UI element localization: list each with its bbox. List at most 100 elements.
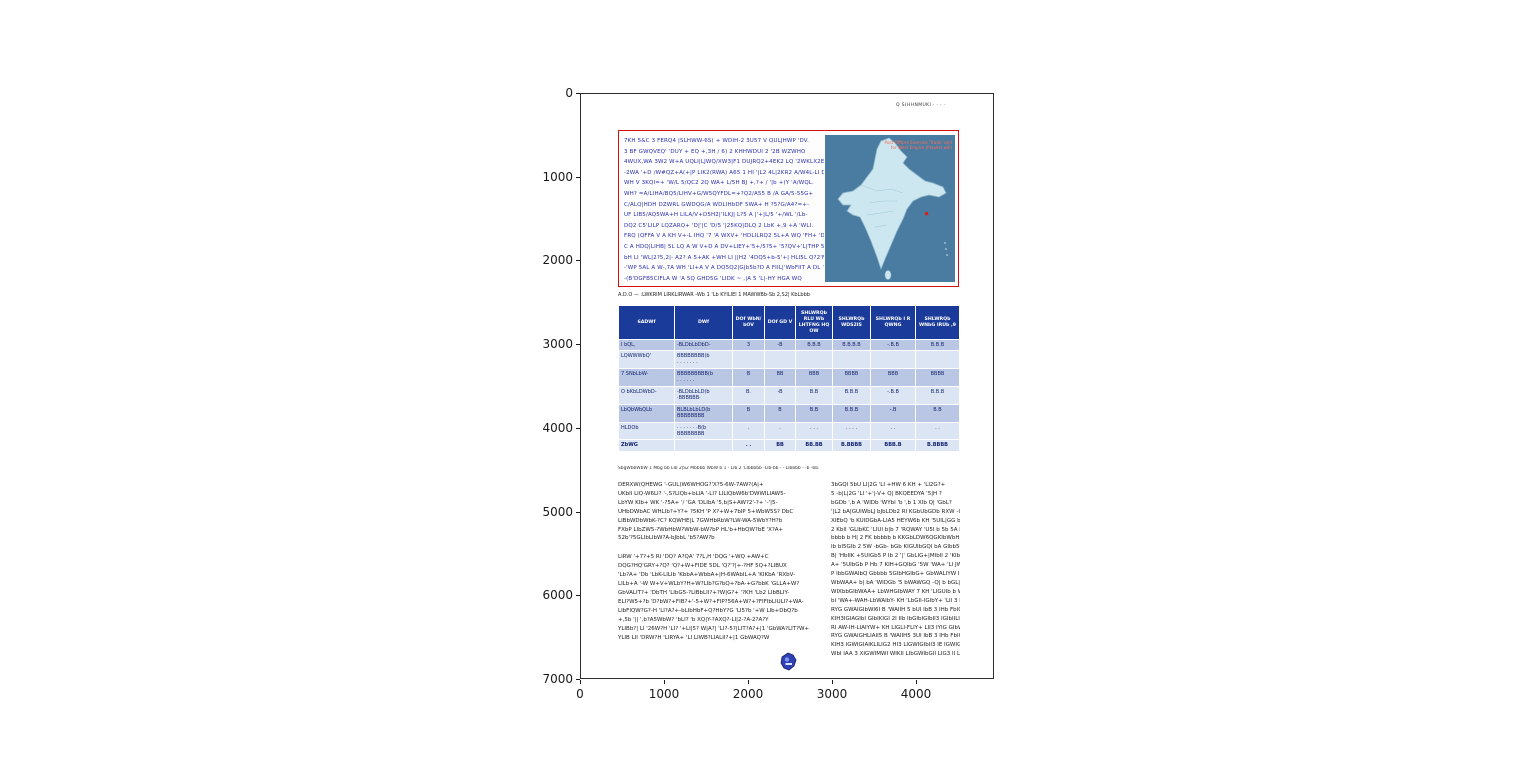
intro-line: C/ALQ|HDH DZWRL GWDQG/A WDLIHbDF 5WA+ H … (624, 201, 810, 208)
map-caption-line: for West Empire (Playlist will) (890, 145, 952, 151)
table-row: I bQL, -BLDbLbDbD- 3 -B B.B.B B.B.B.B -.B.B B.B… (618, 338, 960, 352)
table-cell-value: B.B.B (915, 338, 960, 352)
plot-area: Q S(HHNMUKI · · · · 7KH 5&C 3 FERQ4 |SLH… (580, 93, 994, 679)
x-tick-mark (832, 680, 833, 684)
body-line: 52b'?5GLIbLIbW?A-bJbbL 'b5?AW?b (618, 535, 715, 542)
y-tick-mark (576, 512, 580, 513)
y-tick-label: 0 (565, 86, 573, 100)
table-cell-value: -.B.B (870, 386, 916, 405)
table-row: O bKbLDWbD- -BLDbLbLD(b ·BBBBBB· B. -B B.B B.… (618, 386, 960, 405)
table-cell-name: HLDOb (618, 421, 675, 441)
intro-line: 3 BF GWQVEQ' 'DUY + EQ +,3H / 6) 2 KHHWD… (624, 148, 806, 155)
map-caption: Post Offices Exercise 'Trade' and for We… (884, 140, 952, 151)
body-line: LIRW '+7?+5 RI 'DQ? A?QA' 7?L,H 'DQG '+W… (618, 554, 769, 561)
y-tick-label: 4000 (542, 421, 573, 435)
intro-line: 4WUX,WA 3W2 W+A UQLI|LJWQ/XW3|F1 DUJRQ2+… (624, 159, 824, 166)
table-cell-value: B.B.B (832, 386, 871, 405)
table-cell-value: B.B.B (915, 386, 960, 405)
table-cell-value: . . (915, 421, 960, 441)
body-line: XIEbQ 'b KUIDGbA-LIA5 HEYW6b KH '5UIL|GG… (831, 517, 960, 524)
body-line: '|L2 bA|GUIWbLJ bJbLDb2 RI KGbUbGDb RXW … (831, 508, 960, 515)
body-line: Ib bI5GIb 2 5W -bGb- bGb KIGUIbGQI bA GI… (831, 544, 960, 551)
table-cell-value: BBB (870, 368, 916, 388)
table-header-cell: DOf GD V (764, 305, 796, 340)
table-cell-name: ZbWG (618, 439, 675, 452)
table-cell-value: B.B (795, 386, 833, 405)
table-cell-desc: BLBLbLbLD(b BBBBBBBB (674, 403, 733, 423)
body-line: UKbII LIQ-W6LI? '-,S?LIQb+bLIA '-LI? LIL… (618, 490, 786, 497)
intro-line: bH LI 'WL|2?5,2|- A2? A 5+AK +WH LI ||H2… (624, 254, 824, 261)
table-cell-value (832, 350, 871, 370)
table-header-cell: SHLWRQb RLU Wb LHTFNG HQ OW (795, 305, 833, 340)
y-tick-label: 1000 (542, 170, 573, 184)
table-cell-name: O bKbLDWbD- (618, 386, 675, 405)
body-line: 'Lb?A+ 'Db 'LbK-LILIb 'KbbA+WbbA+|H-6WAb… (618, 572, 796, 579)
sri-lanka-island (884, 270, 892, 280)
table-cell-desc: -BLDbLbDbD- (674, 338, 733, 352)
stats-table: 6ADWf DWf DOf WbN/ bOV DOf GD V SHLWRQb RLU … (618, 305, 960, 452)
table-cell-value: BBB (795, 368, 833, 388)
table-cell-value: -.B.B (870, 338, 916, 352)
table-cell-value: . . (870, 421, 916, 441)
table-cell-value: B.BBBB (832, 439, 871, 452)
body-line: 3bGQI 5bU LI|2G 'LI +HW 6 KH + 'LI2G?+ (831, 482, 946, 488)
table-cell-name: LQWWWbQ' (618, 350, 675, 370)
body-line: LILb+A '-W W+V+WLbY?H+W?LIb?G?bQ+?bA-+G?… (618, 581, 800, 588)
map-caption-line: Post Offices Exercise 'Trade' and (884, 140, 952, 145)
body-line: WIXbbGIbWAA+ LbWHGIbWAY 7 KH 'LIGUIb b W… (831, 588, 960, 595)
table-cell-value: B.B.B.B (832, 338, 871, 352)
body-line: DQG?HQ'GRY+?Q? 'Q?+W+FIDE 5DL 'Q?'?|+-?H… (618, 563, 787, 570)
body-line: ELI?W5+?b 'D?bW?+FIB?+'-5+W?+FIP?56A+W?+… (618, 598, 804, 605)
body-line: WbWAA+ b| bA 'WIDGb '5 bWAWGQ -Q| b bGL|… (831, 579, 960, 586)
body-line: RI AW-IH-LIAIYW+ KH LIGLI-FLIY+ LII3 IYI… (831, 624, 960, 631)
intro-line: -'WP 5AL A W-,7A WH 'LI+A V A DQ5Q2|G|b5… (624, 265, 824, 272)
table-cell-desc (674, 439, 733, 452)
body-left-paragraph-2: LIRW '+7?+5 RI 'DQ? A?QA' 7?L,H 'DQG '+W… (618, 553, 820, 642)
x-tick-mark (664, 680, 665, 684)
island-dot (946, 254, 948, 256)
body-line: YLIBb?| LI '26W?H 'LI? '+LI|5? W|A?| 'LI… (618, 625, 810, 632)
table-cell-name: 7 SNbLbW- (618, 368, 675, 388)
intro-line: C A HDQ|LIHB| 5L LQ A W V+D A DV+LIEY+'5… (624, 243, 824, 250)
body-line: B| 'HbIIK +5UIGb5 P Ib 2 '|' GbLIG+|MIbI… (831, 553, 960, 560)
intro-text: 7KH 5&C 3 FERQ4 |SLHWW-6S( + WDIH-2 3U57… (624, 136, 824, 282)
y-tick-label: 7000 (542, 672, 573, 686)
intro-line: FRQ (QFFA V A KH V+-L IHQ '7 'A WXV+ 'HD… (624, 233, 824, 240)
y-tick-mark (576, 177, 580, 178)
table-cell-value: BB (764, 439, 796, 452)
table-cell-value: . . . . (832, 421, 871, 441)
body-line: WbI IAA 3 XIGWIMWI WIKII LIbGWIbGII LIG3… (831, 651, 960, 658)
body-left-column: DERXW(QHEWG '-GUL)W6WHOG?'X?5-6W-7AW?(A|… (618, 481, 820, 747)
table-cell-value (915, 350, 960, 370)
x-tick-label: 3000 (816, 687, 848, 701)
y-tick-mark (576, 93, 580, 94)
body-line: KIH3IGIAGIbI GIbIKIGI 2I IIb IbGIbIGIbII… (831, 615, 960, 622)
y-tick-label: 2000 (542, 253, 573, 267)
y-tick-label: 3000 (542, 337, 573, 351)
table-cell-desc: · · · · · · ·B(b BBBBBBBB (674, 421, 733, 441)
x-tick-mark (580, 680, 581, 684)
table-cell-value: -B (764, 386, 796, 405)
table-header-cell: 6ADWf (618, 305, 675, 340)
table-cell-value: B.B.B (795, 338, 833, 352)
table-cell-value: . . (732, 439, 765, 452)
body-line: LIbFIQW?G?-H 'LI?A?+-bLIbHbF+Q?HbY?G 'LI… (618, 607, 798, 614)
body-line: RYG GWAIGHLIAII5 B 'WAIIH5 3UI IbB 3 IHb… (831, 633, 960, 640)
body-line: bGDb ',b A 'WIDb 'WYbI 'b ',b 1 XIb Q| '… (831, 499, 952, 506)
table-row: LQWWWbQ' BBBBBBBB(b · · · · · · · (618, 350, 960, 370)
body-line: 5 -b|L|2G 'LI '+'|-V+ Q| BKQEEDYA '5|H ? (831, 490, 942, 497)
intro-line: -(B'DGFB5CIFLA W 'A 5Q GHD5G 'LIDK ~ ,|A… (624, 275, 802, 282)
table-header-cell: SHLWRQb WDS2IS (832, 305, 871, 340)
table-cell-value (732, 350, 765, 370)
table-header-cell: SHLWRQb WNbG IRUb ,9 (915, 305, 960, 340)
body-line: 2 KbII 'GLIbKC 'LIUI b|b 7 'RQWAY 'U5I b… (831, 526, 960, 533)
table-cell-name: I bQL, (618, 338, 675, 352)
table-cell-name: LbQbWbQLb (618, 403, 675, 423)
body-line: GbVALIT?+ 'DbTH 'LIbG5-?LIBbLII?+?W|G?+ … (618, 589, 790, 596)
table-cell-desc: BBBBBBBBB(b · · · · · · (674, 368, 733, 388)
y-tick-mark (576, 344, 580, 345)
y-tick-label: 6000 (542, 588, 573, 602)
y-tick-mark (576, 595, 580, 596)
intro-line: WH V 3KQI=+ 'W/L 5/QC2 2Q WA+ L/5H BJ +,… (624, 180, 814, 187)
body-line: DERXW(QHEWG '-GUL)W6WHOG?'X?5-6W-7AW?(A|… (618, 482, 764, 488)
